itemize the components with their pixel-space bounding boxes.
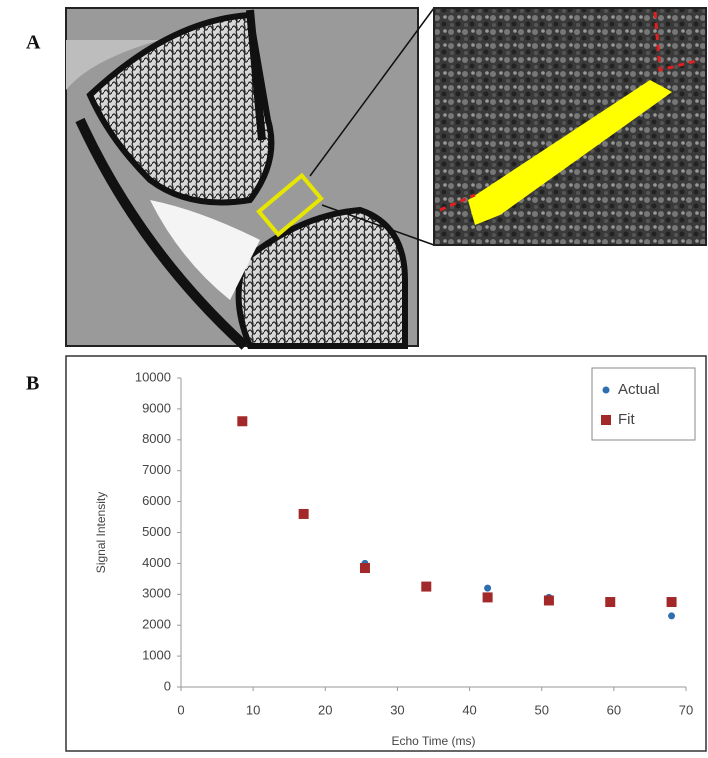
mri-image bbox=[65, 7, 419, 350]
plot: 0100020003000400050006000700080009000100… bbox=[94, 367, 696, 748]
y-tick-label: 9000 bbox=[142, 400, 171, 415]
x-axis-label: Echo Time (ms) bbox=[391, 734, 475, 748]
x-tick-label: 70 bbox=[679, 702, 693, 717]
data-point bbox=[237, 416, 248, 427]
y-tick-label: 1000 bbox=[142, 648, 171, 663]
data-point bbox=[543, 595, 554, 606]
y-tick-label: 10000 bbox=[135, 369, 171, 384]
y-tick-label: 7000 bbox=[142, 462, 171, 477]
panel-label: A bbox=[26, 32, 41, 54]
data-point bbox=[482, 592, 493, 603]
zoom-image bbox=[433, 7, 707, 246]
legend-label: Fit bbox=[618, 411, 635, 428]
y-tick-label: 0 bbox=[164, 678, 171, 693]
panel-label: B bbox=[26, 373, 39, 395]
x-tick-label: 30 bbox=[390, 702, 404, 717]
y-tick-label: 2000 bbox=[142, 617, 171, 632]
data-point bbox=[298, 508, 309, 519]
y-tick-label: 5000 bbox=[142, 524, 171, 539]
zoom-line bbox=[321, 204, 435, 246]
y-tick-label: 3000 bbox=[142, 586, 171, 601]
x-tick-label: 10 bbox=[246, 702, 260, 717]
data-point bbox=[484, 584, 492, 592]
legend-marker bbox=[602, 386, 610, 394]
x-tick-label: 20 bbox=[318, 702, 332, 717]
y-tick-label: 6000 bbox=[142, 493, 171, 508]
x-tick-label: 50 bbox=[534, 702, 548, 717]
legend-box bbox=[591, 367, 696, 441]
x-tick-label: 60 bbox=[607, 702, 621, 717]
data-point bbox=[668, 612, 676, 620]
y-tick-label: 4000 bbox=[142, 555, 171, 570]
data-point bbox=[605, 597, 616, 608]
legend-label: Actual bbox=[618, 381, 660, 398]
data-point bbox=[359, 563, 370, 574]
zoom-line bbox=[309, 7, 435, 177]
data-point bbox=[421, 581, 432, 592]
x-tick-label: 40 bbox=[462, 702, 476, 717]
y-axis-label: Signal Intensity bbox=[94, 492, 108, 573]
legend-marker bbox=[601, 415, 611, 425]
y-tick-label: 8000 bbox=[142, 431, 171, 446]
data-point bbox=[666, 597, 677, 608]
x-tick-label: 0 bbox=[177, 702, 184, 717]
